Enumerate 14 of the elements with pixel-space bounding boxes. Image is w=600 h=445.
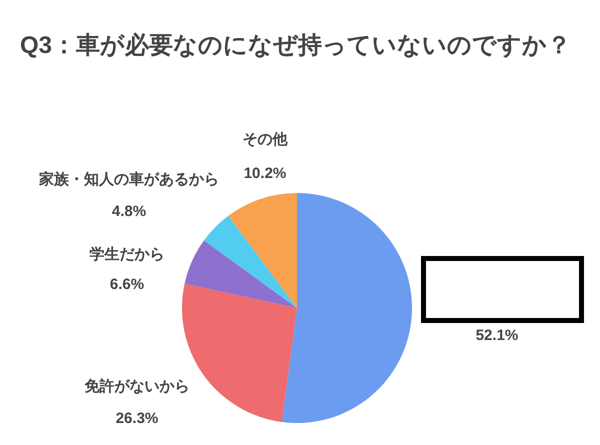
slice-label: 家族・知人の車があるから [38, 170, 219, 188]
pie-slice [204, 216, 297, 308]
data-label: 6.6% [110, 276, 144, 293]
chart-title: Q3：車が必要なのになぜ持っていないのですか？ [20, 32, 572, 59]
data-label: 4.8% [112, 203, 146, 220]
pie-slice [228, 193, 297, 308]
slice-label: 免許がないから [84, 378, 190, 395]
data-label: 52.1% [476, 327, 518, 344]
pie-slice [282, 193, 412, 423]
data-label: 26.3% [116, 410, 158, 427]
data-label: 10.2% [244, 165, 286, 182]
pie-slice [184, 240, 297, 308]
slice-label: 学生だから [90, 246, 164, 263]
slice-label: その他 [242, 131, 288, 148]
